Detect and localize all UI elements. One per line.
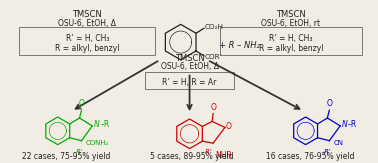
Text: + R – NH₂: + R – NH₂	[219, 41, 260, 50]
Text: R’ = H, CH₃: R’ = H, CH₃	[269, 34, 313, 43]
Text: O: O	[327, 99, 332, 108]
Text: 22 cases, 75-95% yield: 22 cases, 75-95% yield	[22, 152, 111, 161]
Text: R’: R’	[324, 148, 331, 155]
Text: N: N	[342, 120, 348, 129]
Text: O: O	[210, 103, 216, 112]
Text: COR’: COR’	[205, 54, 223, 60]
Text: R’: R’	[204, 149, 212, 155]
Text: CN: CN	[333, 140, 343, 146]
Text: R’ = H, R = Ar: R’ = H, R = Ar	[163, 78, 217, 87]
Text: –R: –R	[100, 120, 109, 129]
Text: NHR: NHR	[215, 151, 232, 160]
Text: R = alkyl, benzyl: R = alkyl, benzyl	[259, 44, 323, 52]
Text: OSU-6, EtOH, Δ: OSU-6, EtOH, Δ	[58, 19, 116, 28]
Text: R = alkyl, benzyl: R = alkyl, benzyl	[55, 44, 119, 52]
Text: O: O	[226, 122, 232, 131]
Text: 5 cases, 89-95% yield: 5 cases, 89-95% yield	[150, 152, 234, 161]
Text: N: N	[94, 120, 100, 129]
Text: R’ = H, CH₃: R’ = H, CH₃	[65, 34, 109, 43]
Text: TMSCN: TMSCN	[72, 10, 102, 19]
Text: CONH₂: CONH₂	[85, 140, 109, 146]
Text: CO₂H: CO₂H	[205, 24, 224, 30]
Text: R’: R’	[76, 148, 83, 155]
Text: OSU-6, EtOH, Δ: OSU-6, EtOH, Δ	[161, 62, 218, 71]
Text: OSU-6, EtOH, rt: OSU-6, EtOH, rt	[261, 19, 321, 28]
Text: TMSCN: TMSCN	[276, 10, 306, 19]
Text: 16 cases, 76-95% yield: 16 cases, 76-95% yield	[266, 152, 355, 161]
Text: TMSCN: TMSCN	[175, 54, 204, 63]
Text: O: O	[79, 99, 84, 108]
Text: –R: –R	[348, 120, 357, 129]
